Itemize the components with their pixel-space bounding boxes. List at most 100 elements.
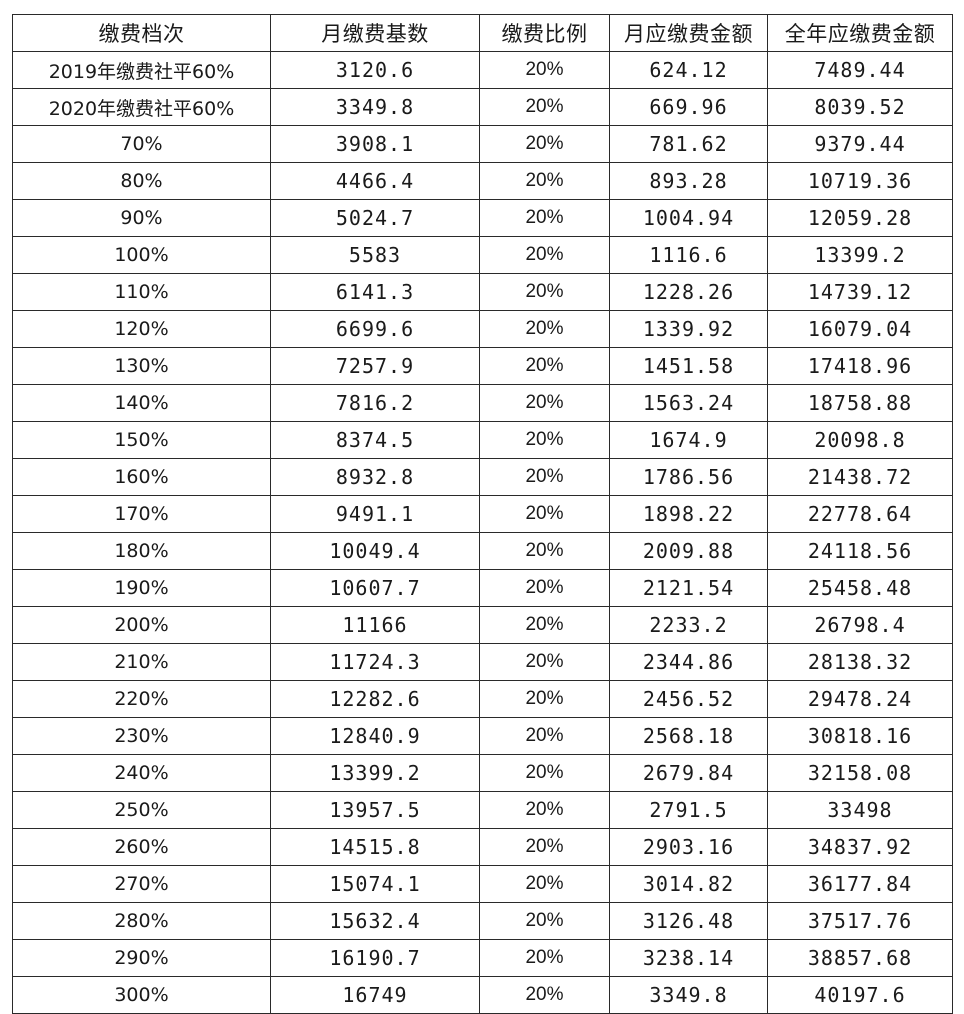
cell-monthly-amount: 2344.86: [609, 643, 768, 681]
cell-payment-rate: 20%: [479, 421, 610, 459]
cell-annual-amount: 34837.92: [767, 828, 953, 866]
cell-payment-tier: 70%: [12, 125, 271, 163]
cell-payment-tier: 2019年缴费社平60%: [12, 51, 271, 89]
cell-monthly-base: 13957.5: [270, 791, 480, 829]
cell-annual-amount: 40197.6: [767, 976, 953, 1014]
cell-monthly-base: 11166: [270, 606, 480, 644]
cell-monthly-base: 3349.8: [270, 88, 480, 126]
cell-payment-rate: 20%: [479, 717, 610, 755]
cell-monthly-amount: 3349.8: [609, 976, 768, 1014]
table-row: 2019年缴费社平60% 3120.6 20% 624.12 7489.44: [12, 51, 953, 89]
cell-monthly-amount: 3014.82: [609, 865, 768, 903]
cell-payment-tier: 290%: [12, 939, 271, 977]
cell-annual-amount: 12059.28: [767, 199, 953, 237]
cell-annual-amount: 26798.4: [767, 606, 953, 644]
cell-monthly-base: 8932.8: [270, 458, 480, 496]
cell-annual-amount: 36177.84: [767, 865, 953, 903]
table-row: 180% 10049.4 20% 2009.88 24118.56: [12, 532, 953, 570]
cell-payment-tier: 190%: [12, 569, 271, 607]
cell-payment-tier: 2020年缴费社平60%: [12, 88, 271, 126]
cell-payment-tier: 270%: [12, 865, 271, 903]
table-row: 2020年缴费社平60% 3349.8 20% 669.96 8039.52: [12, 88, 953, 126]
cell-payment-tier: 130%: [12, 347, 271, 385]
table-row: 120% 6699.6 20% 1339.92 16079.04: [12, 310, 953, 348]
cell-annual-amount: 33498: [767, 791, 953, 829]
cell-monthly-amount: 1116.6: [609, 236, 768, 274]
cell-payment-rate: 20%: [479, 162, 610, 200]
table-row: 150% 8374.5 20% 1674.9 20098.8: [12, 421, 953, 459]
cell-monthly-base: 5024.7: [270, 199, 480, 237]
cell-payment-rate: 20%: [479, 532, 610, 570]
cell-monthly-amount: 2233.2: [609, 606, 768, 644]
header-monthly-base: 月缴费基数: [270, 14, 480, 52]
cell-payment-rate: 20%: [479, 791, 610, 829]
cell-monthly-amount: 781.62: [609, 125, 768, 163]
cell-payment-tier: 220%: [12, 680, 271, 718]
cell-annual-amount: 16079.04: [767, 310, 953, 348]
table-row: 170% 9491.1 20% 1898.22 22778.64: [12, 495, 953, 533]
cell-monthly-amount: 2009.88: [609, 532, 768, 570]
cell-payment-tier: 180%: [12, 532, 271, 570]
table-row: 110% 6141.3 20% 1228.26 14739.12: [12, 273, 953, 311]
cell-payment-tier: 200%: [12, 606, 271, 644]
cell-monthly-base: 6699.6: [270, 310, 480, 348]
cell-payment-rate: 20%: [479, 347, 610, 385]
cell-monthly-base: 11724.3: [270, 643, 480, 681]
cell-monthly-amount: 3238.14: [609, 939, 768, 977]
table-body: 2019年缴费社平60% 3120.6 20% 624.12 7489.44 2020年缴…: [12, 51, 953, 1014]
table-row: 160% 8932.8 20% 1786.56 21438.72: [12, 458, 953, 496]
cell-monthly-amount: 624.12: [609, 51, 768, 89]
cell-annual-amount: 20098.8: [767, 421, 953, 459]
cell-payment-tier: 110%: [12, 273, 271, 311]
cell-annual-amount: 25458.48: [767, 569, 953, 607]
cell-payment-rate: 20%: [479, 199, 610, 237]
cell-payment-tier: 230%: [12, 717, 271, 755]
table-row: 250% 13957.5 20% 2791.5 33498: [12, 791, 953, 829]
cell-annual-amount: 8039.52: [767, 88, 953, 126]
cell-payment-tier: 250%: [12, 791, 271, 829]
cell-annual-amount: 13399.2: [767, 236, 953, 274]
table-row: 290% 16190.7 20% 3238.14 38857.68: [12, 939, 953, 977]
cell-monthly-amount: 2903.16: [609, 828, 768, 866]
cell-monthly-amount: 2791.5: [609, 791, 768, 829]
cell-payment-rate: 20%: [479, 976, 610, 1014]
cell-monthly-amount: 1563.24: [609, 384, 768, 422]
cell-annual-amount: 29478.24: [767, 680, 953, 718]
cell-monthly-amount: 2568.18: [609, 717, 768, 755]
cell-monthly-base: 4466.4: [270, 162, 480, 200]
cell-payment-tier: 100%: [12, 236, 271, 274]
cell-annual-amount: 38857.68: [767, 939, 953, 977]
table-row: 240% 13399.2 20% 2679.84 32158.08: [12, 754, 953, 792]
cell-payment-tier: 300%: [12, 976, 271, 1014]
header-payment-rate: 缴费比例: [479, 14, 610, 52]
header-monthly-amount: 月应缴费金额: [609, 14, 768, 52]
cell-payment-tier: 80%: [12, 162, 271, 200]
cell-payment-rate: 20%: [479, 458, 610, 496]
table-row: 130% 7257.9 20% 1451.58 17418.96: [12, 347, 953, 385]
cell-monthly-base: 10607.7: [270, 569, 480, 607]
cell-monthly-base: 16190.7: [270, 939, 480, 977]
cell-payment-tier: 280%: [12, 902, 271, 940]
cell-monthly-amount: 1228.26: [609, 273, 768, 311]
cell-monthly-base: 12840.9: [270, 717, 480, 755]
cell-monthly-amount: 1004.94: [609, 199, 768, 237]
cell-annual-amount: 37517.76: [767, 902, 953, 940]
cell-payment-rate: 20%: [479, 902, 610, 940]
cell-payment-tier: 260%: [12, 828, 271, 866]
cell-annual-amount: 32158.08: [767, 754, 953, 792]
cell-payment-rate: 20%: [479, 643, 610, 681]
table-row: 80% 4466.4 20% 893.28 10719.36: [12, 162, 953, 200]
cell-monthly-base: 3908.1: [270, 125, 480, 163]
cell-annual-amount: 18758.88: [767, 384, 953, 422]
table-row: 280% 15632.4 20% 3126.48 37517.76: [12, 902, 953, 940]
cell-monthly-amount: 2121.54: [609, 569, 768, 607]
cell-payment-rate: 20%: [479, 680, 610, 718]
cell-payment-rate: 20%: [479, 939, 610, 977]
cell-monthly-amount: 1339.92: [609, 310, 768, 348]
cell-payment-tier: 150%: [12, 421, 271, 459]
table-row: 90% 5024.7 20% 1004.94 12059.28: [12, 199, 953, 237]
cell-monthly-base: 7257.9: [270, 347, 480, 385]
cell-payment-rate: 20%: [479, 310, 610, 348]
cell-monthly-base: 7816.2: [270, 384, 480, 422]
cell-annual-amount: 14739.12: [767, 273, 953, 311]
